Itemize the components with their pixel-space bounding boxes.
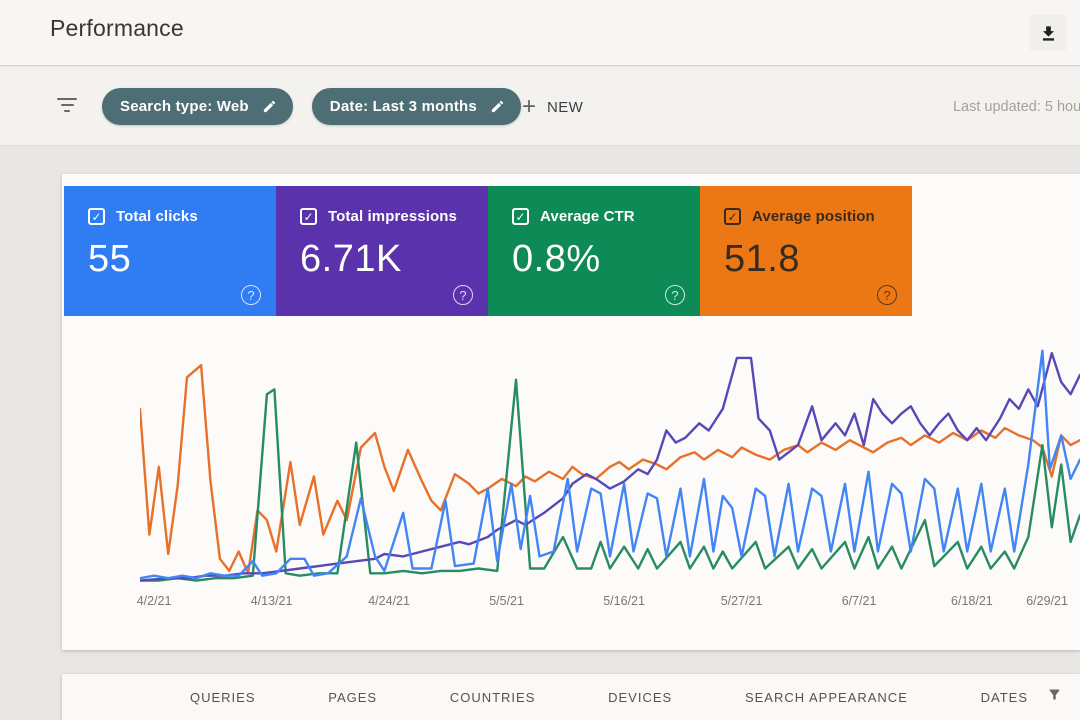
help-icon[interactable]: ? [453, 285, 473, 305]
metric-card-average-ctr[interactable]: ✓ Average CTR 0.8%? [488, 186, 700, 316]
checkbox-icon[interactable]: ✓ [300, 208, 317, 225]
metric-value: 51.8 [724, 238, 800, 280]
tab-search-appearance[interactable]: SEARCH APPEARANCE [744, 690, 908, 705]
tab-queries[interactable]: QUERIES [190, 690, 256, 705]
metric-card-header: ✓ Average position [724, 208, 912, 225]
download-button[interactable] [1030, 15, 1066, 51]
last-updated-text: Last updated: 5 hour [952, 99, 1080, 115]
filter-chip-label: Search type: Web [120, 98, 249, 115]
metric-card-total-clicks[interactable]: ✓ Total clicks 55? [64, 186, 276, 316]
filter-funnel-icon[interactable] [1044, 686, 1064, 706]
performance-panel: ✓ Total clicks 55? ✓ Total impressions 6.71K?… [62, 174, 1080, 650]
tab-pages[interactable]: PAGES [328, 690, 378, 705]
x-axis-label: 4/24/21 [368, 594, 410, 608]
metric-card-header: ✓ Total impressions [300, 208, 488, 225]
performance-chart [140, 336, 1080, 588]
help-icon[interactable]: ? [877, 285, 897, 305]
help-icon[interactable]: ? [241, 285, 261, 305]
x-axis-label: 5/27/21 [720, 594, 763, 608]
help-icon[interactable]: ? [665, 285, 685, 305]
new-filter-button[interactable]: + NEW [522, 91, 583, 123]
x-axis-label: 6/18/21 [951, 594, 993, 608]
x-axis-label: 6/29/21 [1026, 594, 1068, 608]
chart-line-total-clicks [140, 349, 1080, 580]
checkbox-icon[interactable]: ✓ [512, 208, 529, 225]
page-title: Performance [50, 15, 184, 41]
chart-line-total-impressions [140, 351, 1080, 582]
x-axis-label: 4/13/21 [250, 594, 293, 608]
checkbox-icon[interactable]: ✓ [724, 208, 741, 225]
dimension-table-panel: QUERIES PAGES COUNTRIES DEVICES SEARCH APPEA… [62, 674, 1080, 720]
metric-value: 6.71K [300, 238, 402, 280]
metric-card-average-position[interactable]: ✓ Average position 51.8? [700, 186, 912, 316]
metric-label: Average position [752, 208, 875, 225]
chart-line-average-position [140, 364, 1080, 575]
new-filter-label: NEW [547, 98, 584, 116]
metric-cards: ✓ Total clicks 55? ✓ Total impressions 6.71K?… [64, 186, 1080, 316]
tab-devices[interactable]: DEVICES [608, 690, 673, 705]
edit-icon [491, 100, 504, 113]
filter-chips: Search type: Web Date: Last 3 months [102, 88, 521, 125]
metric-label: Total impressions [328, 208, 457, 225]
metric-value: 55 [88, 238, 132, 280]
metric-card-total-impressions[interactable]: ✓ Total impressions 6.71K? [276, 186, 488, 316]
chart-canvas [140, 349, 1080, 582]
x-axis-label: 6/7/21 [841, 594, 877, 608]
x-axis-label: 5/5/21 [489, 594, 524, 608]
checkbox-icon[interactable]: ✓ [88, 208, 105, 225]
x-axis-labels: 4/2/21 4/13/21 4/24/21 5/5/21 5/16/21 5/27/21… [136, 594, 1080, 620]
filter-chip-search-type[interactable]: Search type: Web [102, 88, 293, 125]
app-header: Performance [0, 0, 1080, 66]
tab-dates[interactable]: DATES [980, 690, 1028, 705]
x-axis-label: 4/2/21 [136, 594, 172, 608]
download-icon [1042, 25, 1054, 41]
plus-icon: + [522, 93, 537, 120]
filter-list-icon[interactable] [54, 97, 80, 117]
edit-icon [263, 100, 275, 113]
tab-countries[interactable]: COUNTRIES [449, 690, 536, 705]
metric-card-header: ✓ Total clicks [88, 208, 276, 225]
x-axis-label: 5/16/21 [603, 594, 645, 608]
metric-label: Average CTR [540, 208, 635, 225]
metric-card-header: ✓ Average CTR [512, 208, 700, 225]
metric-value: 0.8% [512, 238, 601, 280]
metric-label: Total clicks [116, 208, 198, 225]
filter-bar: Search type: Web Date: Last 3 months + NE… [0, 67, 1080, 146]
chart-line-average-ctr [140, 378, 1080, 582]
dimension-tabs: QUERIES PAGES COUNTRIES DEVICES SEARCH APPEA… [62, 674, 1080, 705]
filter-chip-label: Date: Last 3 months [329, 98, 477, 115]
filter-chip-date-range[interactable]: Date: Last 3 months [311, 88, 521, 125]
